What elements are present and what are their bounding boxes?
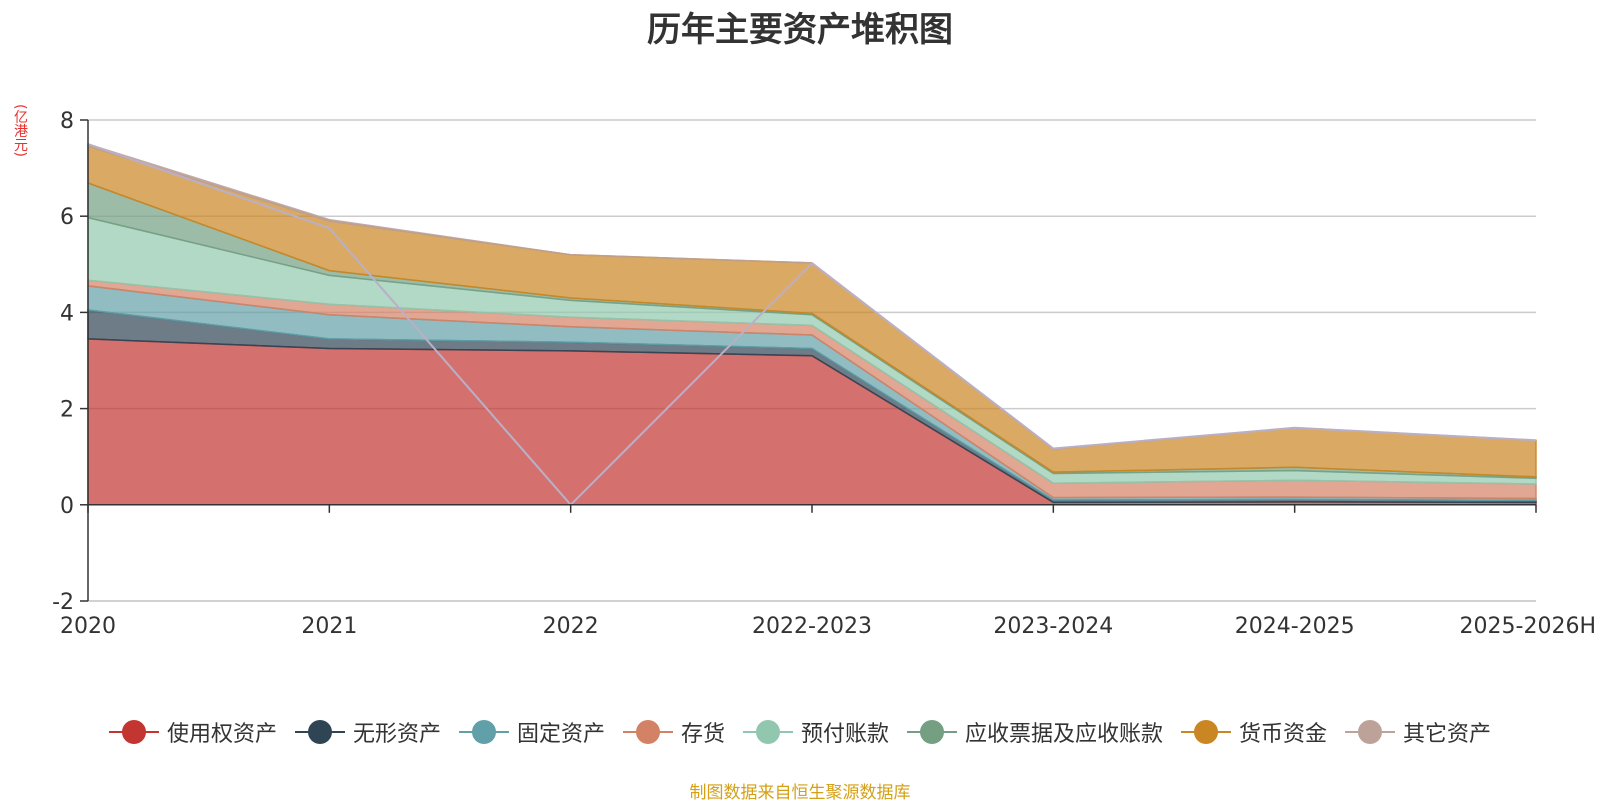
y-tick-label: 4: [60, 301, 74, 326]
legend-label: 预付账款: [801, 722, 890, 747]
legend-label: 存货: [680, 722, 725, 747]
y-tick-label: 0: [60, 494, 74, 519]
legend-marker-icon: [1345, 720, 1396, 744]
legend-marker-icon: [743, 720, 793, 744]
area-series: [87, 143, 1537, 506]
y-tick-label: 2: [60, 398, 74, 423]
legend: 使用权资产 无形资产 固定资产 存货 预付账款 应收票据及应收账款 货币资金 其它资产: [0, 716, 1600, 748]
legend-label: 货币资金: [1239, 722, 1328, 747]
x-tick-label: 2024-2025: [1235, 614, 1355, 639]
x-tick-label: 2022-2023: [752, 614, 872, 639]
legend-marker-icon: [294, 720, 345, 744]
legend-label: 固定资产: [516, 722, 605, 747]
legend-label: 使用权资产: [166, 722, 277, 747]
legend-label: 其它资产: [1403, 722, 1492, 747]
legend-item[interactable]: 存货: [622, 716, 725, 748]
x-tick-label: 2023-2024: [993, 614, 1113, 639]
total-value-line: [87, 143, 1537, 507]
chart-title: 历年主要资产堆积图: [647, 10, 953, 50]
x-tick-label: 2025-2026H: [1460, 614, 1596, 639]
legend-label: 应收票据及应收账款: [965, 722, 1164, 747]
y-tick-label: 8: [60, 109, 74, 134]
total-line: [87, 143, 1537, 507]
legend-marker-icon: [907, 720, 958, 744]
legend-item[interactable]: 预付账款: [743, 716, 889, 748]
grid-lines: [88, 119, 1536, 602]
legend-label: 无形资产: [352, 722, 441, 747]
x-tick-label: 2020: [60, 614, 116, 639]
x-tick-label: 2022: [543, 614, 599, 639]
y-tick-label: 6: [60, 205, 74, 230]
legend-item[interactable]: 固定资产: [458, 716, 605, 748]
legend-item[interactable]: 无形资产: [294, 716, 441, 748]
axes: [80, 119, 1537, 602]
legend-marker-icon: [622, 720, 673, 744]
legend-item[interactable]: 其它资产: [1345, 716, 1491, 748]
y-tick-label: -2: [52, 590, 74, 615]
y-axis-unit-label: (亿港元): [12, 104, 28, 157]
source-note: 制图数据来自恒生聚源数据库: [689, 783, 911, 803]
legend-item[interactable]: 使用权资产: [108, 716, 277, 748]
legend-marker-icon: [1181, 720, 1232, 744]
legend-item[interactable]: 应收票据及应收账款: [907, 716, 1163, 748]
x-tick-label: 2021: [301, 614, 357, 639]
legend-item[interactable]: 货币资金: [1181, 716, 1327, 748]
legend-marker-icon: [458, 720, 509, 744]
legend-marker-icon: [108, 720, 159, 744]
